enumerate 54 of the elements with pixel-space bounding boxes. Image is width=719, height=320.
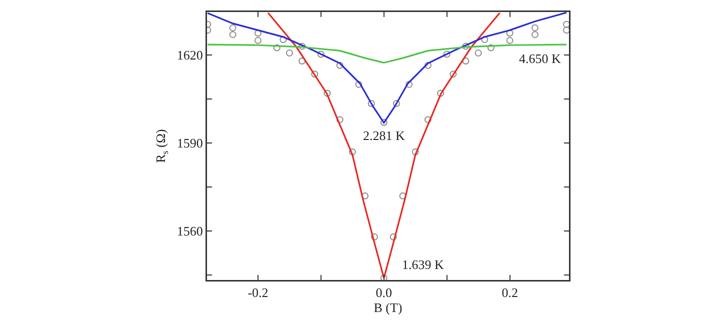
point [462, 57, 470, 64]
point [336, 62, 344, 69]
point [229, 24, 236, 32]
point [311, 70, 318, 78]
annotation: 2.281 K [363, 128, 406, 143]
point [487, 44, 494, 52]
y-tick-label: 1590 [176, 136, 203, 151]
point [348, 148, 356, 156]
point [273, 44, 280, 52]
point [380, 274, 388, 280]
point [399, 192, 406, 200]
point [474, 50, 482, 57]
point [336, 116, 344, 124]
point [424, 116, 432, 124]
point [324, 90, 331, 97]
point [368, 100, 375, 107]
point [317, 50, 324, 58]
x-axis-title: B (T) [374, 300, 402, 316]
point [362, 192, 369, 200]
point [280, 36, 287, 44]
x-tick-label: -0.2 [248, 285, 268, 300]
point [481, 36, 488, 44]
point [298, 57, 306, 64]
line-series [267, 12, 501, 279]
y-tick-label: 1620 [176, 48, 203, 63]
point [380, 119, 388, 126]
line-series [207, 44, 568, 64]
point [443, 50, 450, 58]
point [532, 31, 538, 38]
x-tick-label: 0.2 [502, 285, 518, 300]
y-tick-label: 1560 [176, 224, 203, 239]
point [393, 100, 400, 107]
point [506, 36, 514, 44]
point [370, 233, 378, 240]
point [406, 80, 413, 88]
point [355, 80, 362, 88]
point [562, 26, 569, 34]
point [506, 30, 514, 37]
annotation: 1.639 K [402, 257, 444, 272]
point [424, 62, 432, 69]
point [462, 42, 470, 50]
point [286, 50, 293, 57]
point [412, 148, 419, 156]
point [562, 20, 569, 28]
point [254, 30, 262, 37]
point [298, 42, 306, 50]
point [450, 70, 457, 78]
point [229, 31, 236, 38]
x-tick-label: 0.0 [376, 285, 392, 300]
point [390, 233, 397, 240]
point [254, 36, 262, 44]
point [437, 90, 444, 97]
annotation: 4.650 K [519, 51, 562, 66]
point [532, 24, 538, 32]
